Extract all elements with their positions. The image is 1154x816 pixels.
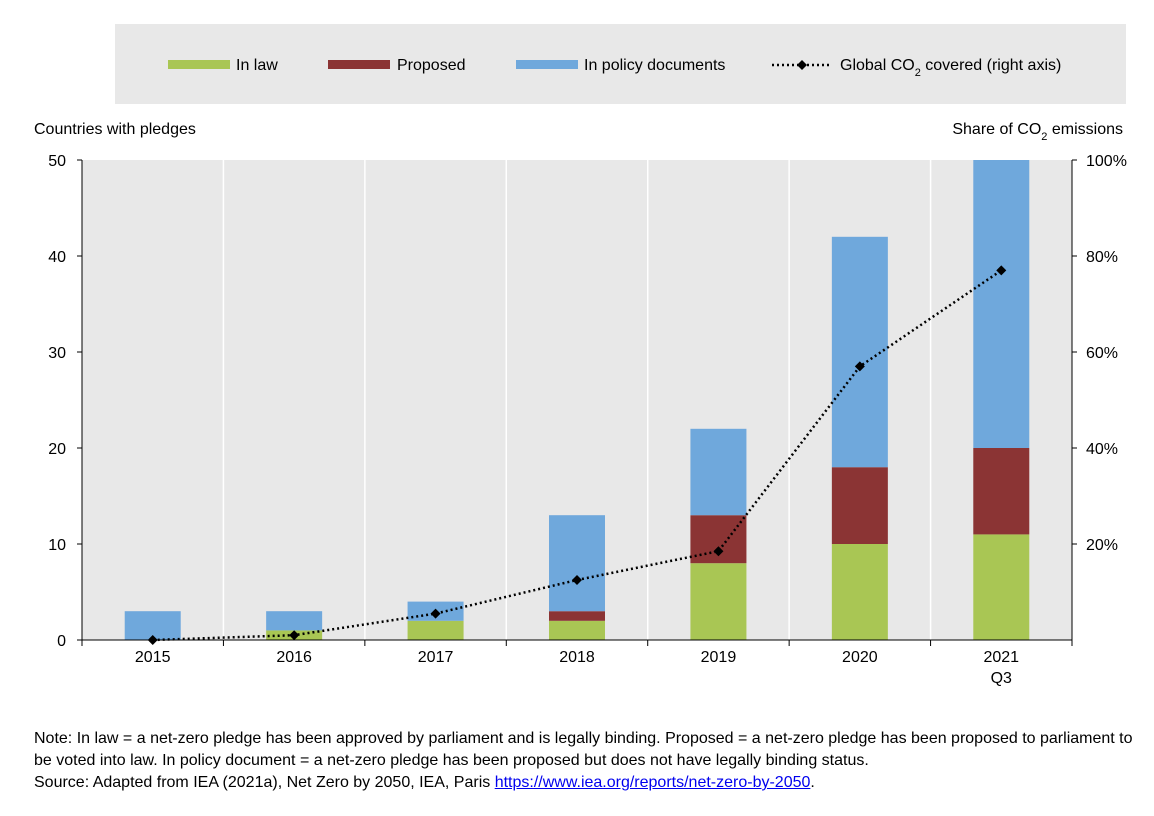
bar-in-policy-documents-2021 — [973, 160, 1030, 448]
co2-point-2021 — [996, 265, 1007, 276]
bar-in-law-2018 — [549, 620, 605, 640]
bar-in-law-2017 — [407, 620, 464, 640]
right-tick-label: 20% — [1086, 537, 1118, 554]
left-tick-label: 40 — [48, 249, 66, 266]
co2-point-2016 — [289, 630, 300, 641]
right-axis-title-sub: 2 — [1041, 131, 1047, 143]
chart: In law Proposed In policy documents Global … — [34, 24, 1127, 687]
legend: In law Proposed In policy documents Global … — [168, 57, 1061, 79]
legend-swatch-1 — [168, 60, 230, 69]
bar-in-law-2019 — [690, 563, 747, 640]
co2-point-2017 — [430, 608, 441, 619]
legend-swatch-2 — [328, 60, 390, 69]
co2-point-2018 — [572, 575, 582, 585]
right-axis-title-prefix: Share of CO — [952, 121, 1041, 138]
legend-line-sub: 2 — [915, 67, 921, 79]
tick-labels: 0 10 20 30 40 50 20% 40% 60% 80% 100% 2015 2016 2017 2… — [48, 153, 1127, 687]
bar-in-policy-documents-2018 — [549, 515, 605, 612]
right-axis-title: Share of CO2 emissions — [952, 121, 1123, 143]
x-tick-label-2020: 2020 — [842, 649, 878, 666]
left-tick-label: 0 — [57, 633, 66, 650]
left-axis-title: Countries with pledges — [34, 121, 196, 138]
legend-box — [115, 24, 1126, 104]
left-tick-label: 50 — [48, 153, 66, 170]
legend-swatch-3 — [516, 60, 578, 69]
legend-line-suffix: covered (right axis) — [921, 57, 1062, 74]
bar-proposed-2021 — [973, 448, 1030, 535]
right-tick-label: 40% — [1086, 441, 1118, 458]
bars — [124, 160, 1030, 640]
bar-proposed-2020 — [831, 467, 888, 544]
note: Note: In law = a net-zero pledge has bee… — [34, 728, 1144, 794]
right-axis-title-suffix: emissions — [1047, 121, 1123, 138]
source-suffix: . — [810, 774, 815, 791]
legend-label-2: Proposed — [397, 57, 466, 74]
note-text: Note: In law = a net-zero pledge has bee… — [34, 730, 1133, 769]
left-tick-label: 10 — [48, 537, 66, 554]
right-tick-label: 60% — [1086, 345, 1118, 362]
right-tick-label: 100% — [1086, 153, 1127, 170]
co2-point-2019 — [713, 546, 724, 557]
bar-in-policy-documents-2019 — [690, 428, 747, 516]
bar-in-policy-documents-2016 — [266, 611, 323, 631]
right-tick-label: 80% — [1086, 249, 1118, 266]
bar-in-law-2021 — [973, 534, 1030, 640]
x-tick-sublabel-2021: Q3 — [991, 670, 1012, 687]
bar-in-policy-documents-2020 — [831, 236, 888, 468]
x-tick-label-2017: 2017 — [418, 649, 454, 666]
left-tick-label: 30 — [48, 345, 66, 362]
x-tick-label-2015: 2015 — [135, 649, 171, 666]
legend-line-marker — [797, 60, 807, 70]
legend-label-line: Global CO2 covered (right axis) — [840, 57, 1061, 79]
x-tick-label-2021: 2021 — [983, 649, 1019, 666]
x-tick-label-2018: 2018 — [559, 649, 595, 666]
legend-label-3: In policy documents — [584, 57, 725, 74]
bar-in-law-2020 — [831, 544, 888, 640]
x-tick-label-2016: 2016 — [276, 649, 312, 666]
bar-proposed-2018 — [549, 611, 605, 621]
co2-line — [147, 265, 1007, 645]
legend-line-prefix: Global CO — [840, 57, 915, 74]
co2-point-2020 — [854, 361, 865, 372]
source-text: Source: Adapted from IEA (2021a), Net Ze… — [34, 772, 1144, 794]
legend-label-1: In law — [236, 57, 278, 74]
gridlines — [222, 160, 932, 640]
left-tick-label: 20 — [48, 441, 66, 458]
source-link[interactable]: https://www.iea.org/reports/net-zero-by-… — [494, 774, 811, 791]
x-tick-label-2019: 2019 — [701, 649, 737, 666]
source-prefix: Source: Adapted from IEA (2021a), Net Ze… — [34, 774, 495, 791]
axes — [77, 159, 1077, 646]
